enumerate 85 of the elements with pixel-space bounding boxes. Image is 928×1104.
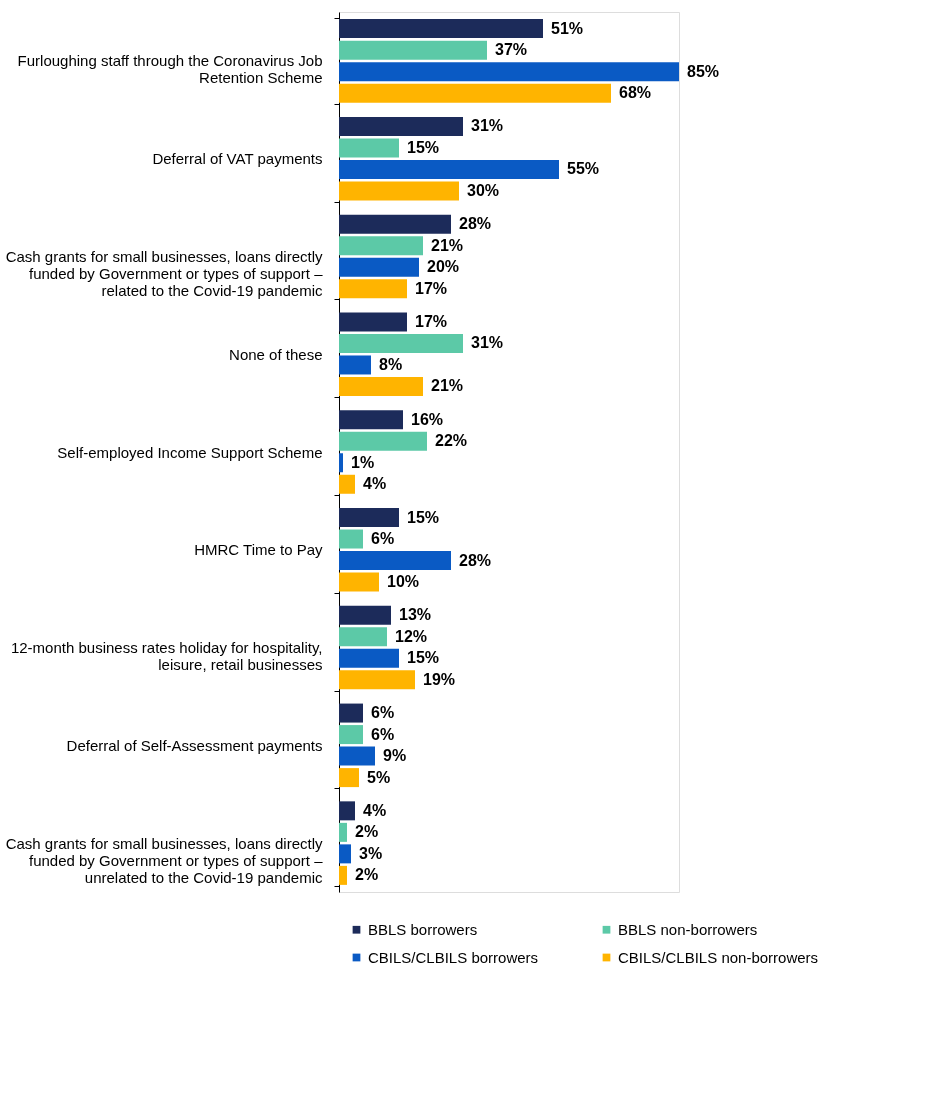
data-label: 3% xyxy=(359,844,383,862)
data-label: 85% xyxy=(687,62,720,80)
bar xyxy=(339,236,423,256)
legend-label: BBLS non-borrowers xyxy=(618,920,758,938)
data-label: 6% xyxy=(371,704,395,722)
data-label: 8% xyxy=(379,355,403,373)
bar xyxy=(339,279,407,299)
bar xyxy=(339,605,391,625)
bar xyxy=(339,508,399,528)
bar xyxy=(339,40,487,60)
bar xyxy=(339,19,543,39)
data-label: 21% xyxy=(431,236,464,254)
bar xyxy=(339,181,459,201)
bar xyxy=(339,83,611,103)
data-label: 10% xyxy=(387,573,420,591)
data-label: 5% xyxy=(367,768,391,786)
bar xyxy=(339,648,399,668)
bar xyxy=(339,257,419,277)
legend-label: BBLS borrowers xyxy=(368,920,478,938)
data-label: 2% xyxy=(355,866,379,884)
data-label: 15% xyxy=(407,649,440,667)
data-label: 28% xyxy=(459,215,492,233)
data-label: 55% xyxy=(567,160,600,178)
bar xyxy=(339,725,363,745)
data-label: 4% xyxy=(363,475,387,493)
data-label: 31% xyxy=(471,334,504,352)
data-label: 17% xyxy=(415,279,448,297)
bar xyxy=(339,529,363,549)
data-label: 21% xyxy=(431,377,464,395)
y-tick-label: Cash grants for small businesses, loans directly funded by Government or types of support – related to the Covid-19 pandemic xyxy=(5,247,324,299)
bar xyxy=(339,572,379,592)
data-label: 13% xyxy=(399,606,432,624)
data-label: 22% xyxy=(435,432,468,450)
bar xyxy=(339,138,399,158)
data-label: 4% xyxy=(363,801,387,819)
data-label: 30% xyxy=(467,181,500,199)
bar xyxy=(339,431,427,451)
data-label: 16% xyxy=(411,410,444,428)
bar xyxy=(339,844,351,864)
bar xyxy=(339,62,679,82)
bar xyxy=(339,627,387,647)
bar xyxy=(339,355,371,375)
y-tick-label: None of these xyxy=(229,345,323,363)
data-label: 15% xyxy=(407,508,440,526)
bar xyxy=(339,116,463,136)
bar xyxy=(339,670,415,690)
bar xyxy=(339,551,451,571)
bar xyxy=(339,312,407,332)
data-label: 51% xyxy=(551,19,584,37)
y-tick-label: Deferral of VAT payments xyxy=(152,150,323,168)
y-tick-label: Furloughing staff through the Coronavirus Job Retention Scheme xyxy=(17,52,323,87)
data-label: 12% xyxy=(395,627,428,645)
y-tick-label: 12-month business rates holiday for hospitality, leisure, retail businesses xyxy=(10,639,323,674)
data-label: 15% xyxy=(407,138,440,156)
bar xyxy=(339,333,463,353)
data-label: 28% xyxy=(459,551,492,569)
bar xyxy=(339,376,423,396)
bar xyxy=(339,453,343,473)
data-label: 1% xyxy=(351,453,375,471)
y-tick-label: Deferral of Self-Assessment payments xyxy=(66,736,323,754)
data-label: 37% xyxy=(495,41,528,59)
y-tick-label: Self-employed Income Support Scheme xyxy=(57,443,323,461)
bar xyxy=(339,768,359,788)
data-label: 68% xyxy=(619,84,652,102)
bar xyxy=(339,214,451,234)
legend-label: CBILS/CLBILS non-borrowers xyxy=(618,948,819,966)
bar xyxy=(339,159,559,179)
bar xyxy=(339,703,363,723)
data-label: 2% xyxy=(355,823,379,841)
data-label: 9% xyxy=(383,747,407,765)
data-label: 19% xyxy=(423,670,456,688)
data-label: 6% xyxy=(371,725,395,743)
data-label: 17% xyxy=(415,312,448,330)
bar xyxy=(339,801,355,821)
bar xyxy=(339,746,375,766)
bar xyxy=(339,865,347,885)
data-label: 31% xyxy=(471,117,504,135)
data-label: 20% xyxy=(427,258,460,276)
y-tick-label: HMRC Time to Pay xyxy=(194,541,323,559)
bar xyxy=(339,822,347,842)
bar xyxy=(339,410,403,430)
legend-label: CBILS/CLBILS borrowers xyxy=(368,948,539,966)
y-tick-label: Cash grants for small businesses, loans directly funded by Government or types of support – unrelated to the Covid-19 pandemic xyxy=(5,834,324,886)
data-label: 6% xyxy=(371,530,395,548)
bar xyxy=(339,474,355,494)
